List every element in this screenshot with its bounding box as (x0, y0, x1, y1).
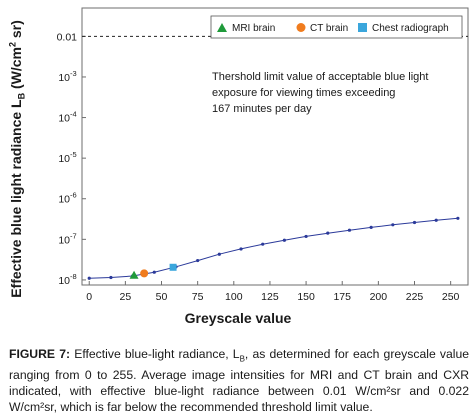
x-axis-title: Greyscale value (184, 310, 292, 326)
series-point-5 (196, 258, 200, 263)
marker-ct-brain (140, 269, 149, 278)
series-point-15 (412, 220, 417, 225)
series-point-13 (369, 225, 373, 229)
caption-subscript: B (239, 354, 245, 364)
marker-chest-radiograph (169, 263, 177, 271)
y-tick-label-4: 10 (58, 194, 70, 206)
y-tick-label-1: 10 (58, 72, 70, 84)
y-tick-label-exponent-2: -4 (70, 110, 77, 119)
x-tick-label-0: 0 (86, 291, 92, 303)
x-tick-label-8: 200 (370, 291, 388, 303)
series-point-8 (261, 242, 265, 246)
x-tick-label-5: 125 (261, 291, 279, 303)
series-point-0 (87, 276, 91, 280)
series-point-9 (282, 238, 286, 242)
y-axis-title-unit-superscript: 2 (7, 42, 18, 48)
series-line-group (89, 217, 458, 279)
legend: MRI brain CT brain Chest radiograph (210, 15, 463, 39)
x-tick-label-7: 175 (333, 291, 351, 303)
y-axis-title-unit-prefix: (W/cm (7, 47, 24, 93)
series-point-12 (347, 228, 352, 232)
y-tick-label-base-6: 10 (58, 275, 70, 287)
legend-circle-icon (296, 23, 306, 32)
series-point-3 (152, 270, 156, 274)
y-tick-label-6: 10 (58, 275, 70, 287)
series-point-11 (326, 231, 330, 235)
legend-mri-brain: MRI brain (232, 23, 275, 34)
highlight-markers (129, 263, 177, 279)
x-tick-label-10: 250 (442, 291, 460, 303)
threshold-text-line-3: 167 minutes per day (212, 103, 312, 115)
y-tick-label-exponent-1: -3 (70, 69, 77, 78)
marker-mri-brain (129, 270, 139, 279)
threshold-text-line-2: exposure for viewing times exceeding (212, 87, 395, 99)
y-tick-label-base-4: 10 (58, 194, 70, 206)
legend-triangle-icon (217, 23, 227, 32)
y-tick-label-2: 10 (58, 113, 70, 125)
x-tick-label-1: 25 (120, 291, 132, 303)
caption-text: Effective blue-light radiance, L (70, 347, 240, 361)
figure-caption: FIGURE 7: Effective blue-light radiance,… (9, 346, 469, 415)
y-tick-label-base-2: 10 (58, 113, 70, 125)
y-tick-label-exponent-5: -7 (70, 231, 77, 240)
y-tick-label-base-5: 10 (58, 234, 70, 246)
y-axis-title-unit-suffix: sr) (7, 20, 24, 42)
y-tick-label-exponent-3: -5 (70, 150, 77, 159)
legend-square-icon (358, 23, 367, 32)
y-axis-title-box: Effective blue light radiance LB (W/cm2 … (3, 20, 31, 298)
series-line-0 (89, 217, 458, 279)
y-tick-label-0: 0.01 (57, 31, 78, 43)
legend-box (210, 15, 463, 39)
series-point-7 (239, 247, 243, 251)
series-point-6 (217, 252, 221, 256)
x-tick-label-9: 225 (406, 291, 424, 303)
x-tick-label-2: 50 (156, 291, 168, 303)
y-tick-label-exponent-4: -6 (70, 191, 77, 200)
series-point-1 (109, 275, 113, 280)
y-tick-label-base-3: 10 (58, 153, 70, 165)
caption-label: FIGURE 7: (9, 347, 71, 361)
legend-ct-brain: CT brain (310, 23, 348, 34)
plot-frame (81, 7, 469, 286)
y-tick-label-exponent-6: -8 (70, 272, 77, 281)
x-tick-label-3: 75 (192, 291, 204, 303)
x-tick-label-6: 150 (297, 291, 315, 303)
x-axis: 0 25 50 75 100 125 150 175 200 225 250 (86, 281, 460, 303)
threshold-text-line-1: Thershold limit value of acceptable blue… (212, 71, 428, 83)
x-tick-label-4: 100 (225, 291, 243, 303)
y-axis-title-subscript: B (16, 92, 27, 100)
series-point-17 (456, 216, 460, 220)
y-tick-label-5: 10 (58, 234, 70, 246)
y-tick-label-base-1: 10 (58, 72, 70, 84)
caption-text-after: , as determined for each greyscale value… (9, 347, 470, 415)
series-point-14 (391, 223, 395, 227)
y-axis-title-main: Effective blue light radiance L (7, 99, 24, 298)
y-axis-title: Effective blue light radiance LB (W/cm2 … (7, 20, 26, 298)
y-tick-label-3: 10 (58, 153, 70, 165)
legend-chest-radiograph: Chest radiograph (372, 23, 449, 34)
series-point-10 (304, 234, 308, 239)
series-point-16 (434, 218, 438, 222)
